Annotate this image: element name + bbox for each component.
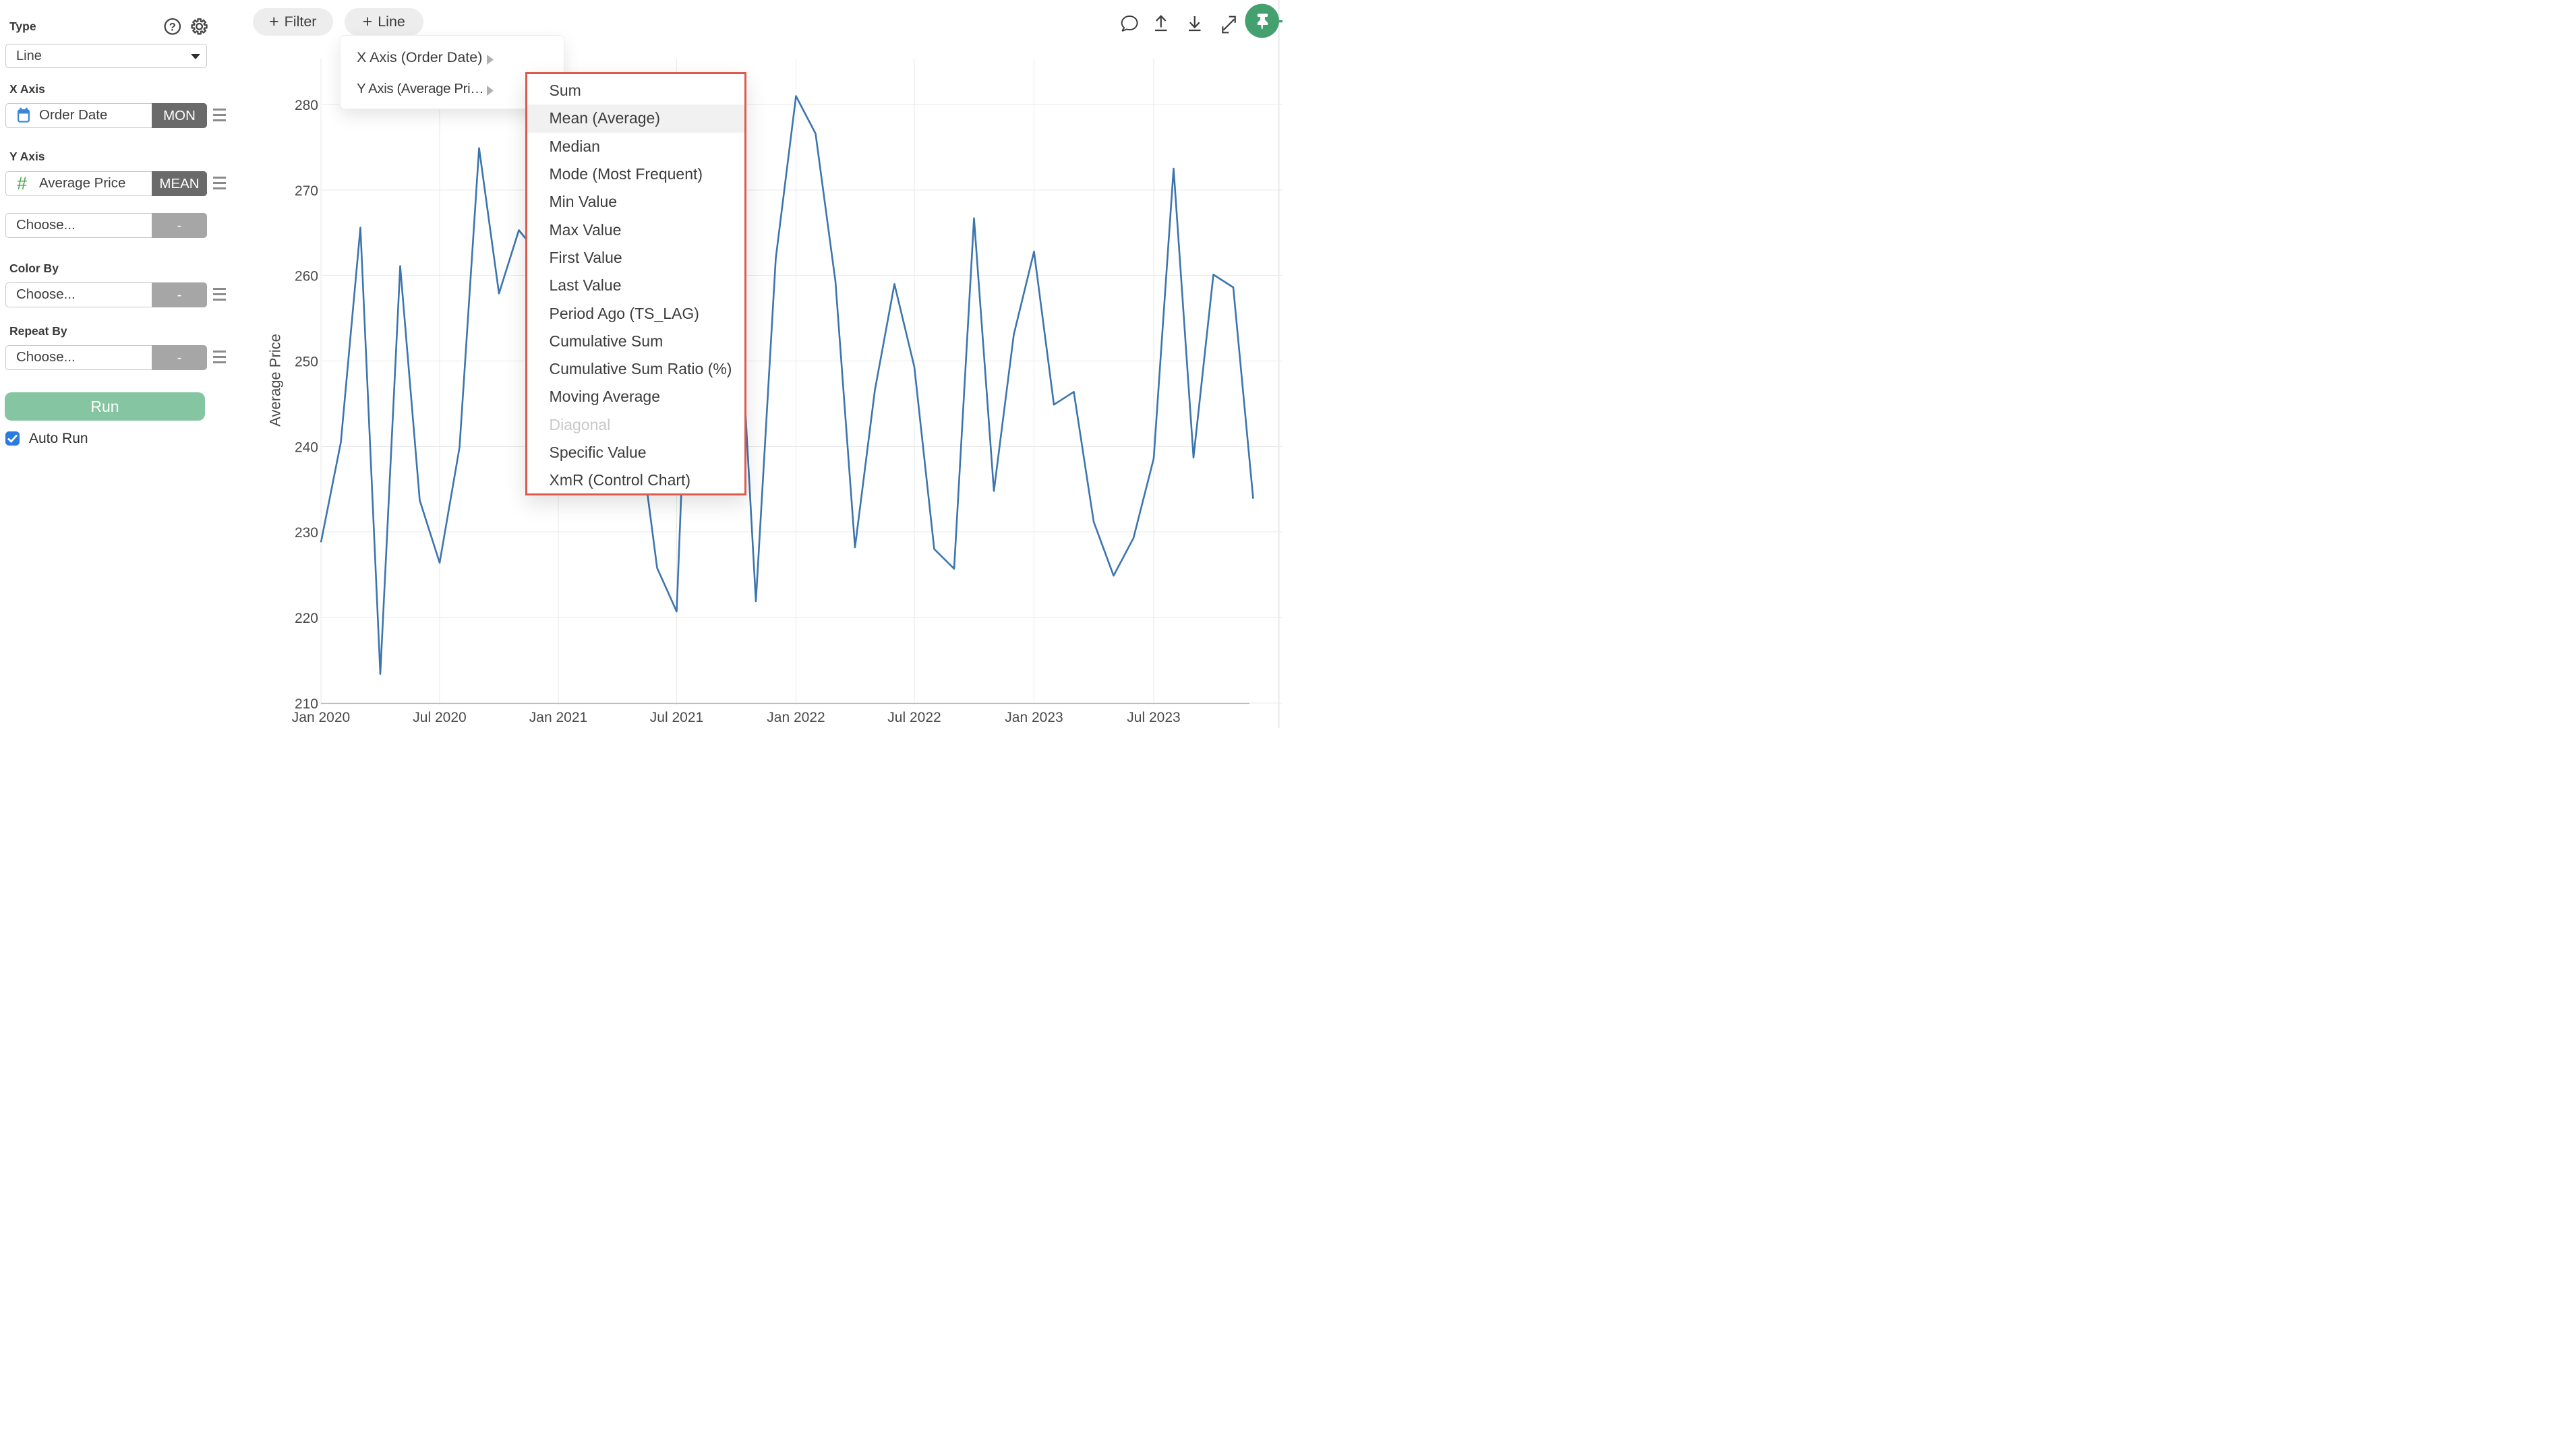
svg-text:220: 220: [295, 611, 318, 626]
svg-text:Average Price: Average Price: [267, 334, 284, 427]
svg-text:?: ?: [169, 21, 176, 33]
svg-text:Jul 2020: Jul 2020: [413, 710, 466, 725]
svg-text:210: 210: [295, 696, 318, 712]
svg-text:240: 240: [295, 440, 318, 456]
svg-text:Jul 2021: Jul 2021: [650, 710, 703, 725]
svg-text:Jan 2020: Jan 2020: [292, 710, 350, 725]
svg-text:Jul 2023: Jul 2023: [1127, 710, 1180, 725]
svg-text:270: 270: [295, 183, 318, 199]
svg-text:250: 250: [295, 355, 318, 370]
svg-text:Jan 2023: Jan 2023: [1005, 710, 1063, 725]
svg-text:260: 260: [295, 269, 318, 284]
svg-text:Jan 2021: Jan 2021: [529, 710, 587, 725]
svg-text:Jan 2022: Jan 2022: [767, 710, 825, 725]
svg-text:280: 280: [295, 98, 318, 113]
svg-text:230: 230: [295, 525, 318, 541]
svg-text:Jul 2022: Jul 2022: [887, 710, 941, 725]
